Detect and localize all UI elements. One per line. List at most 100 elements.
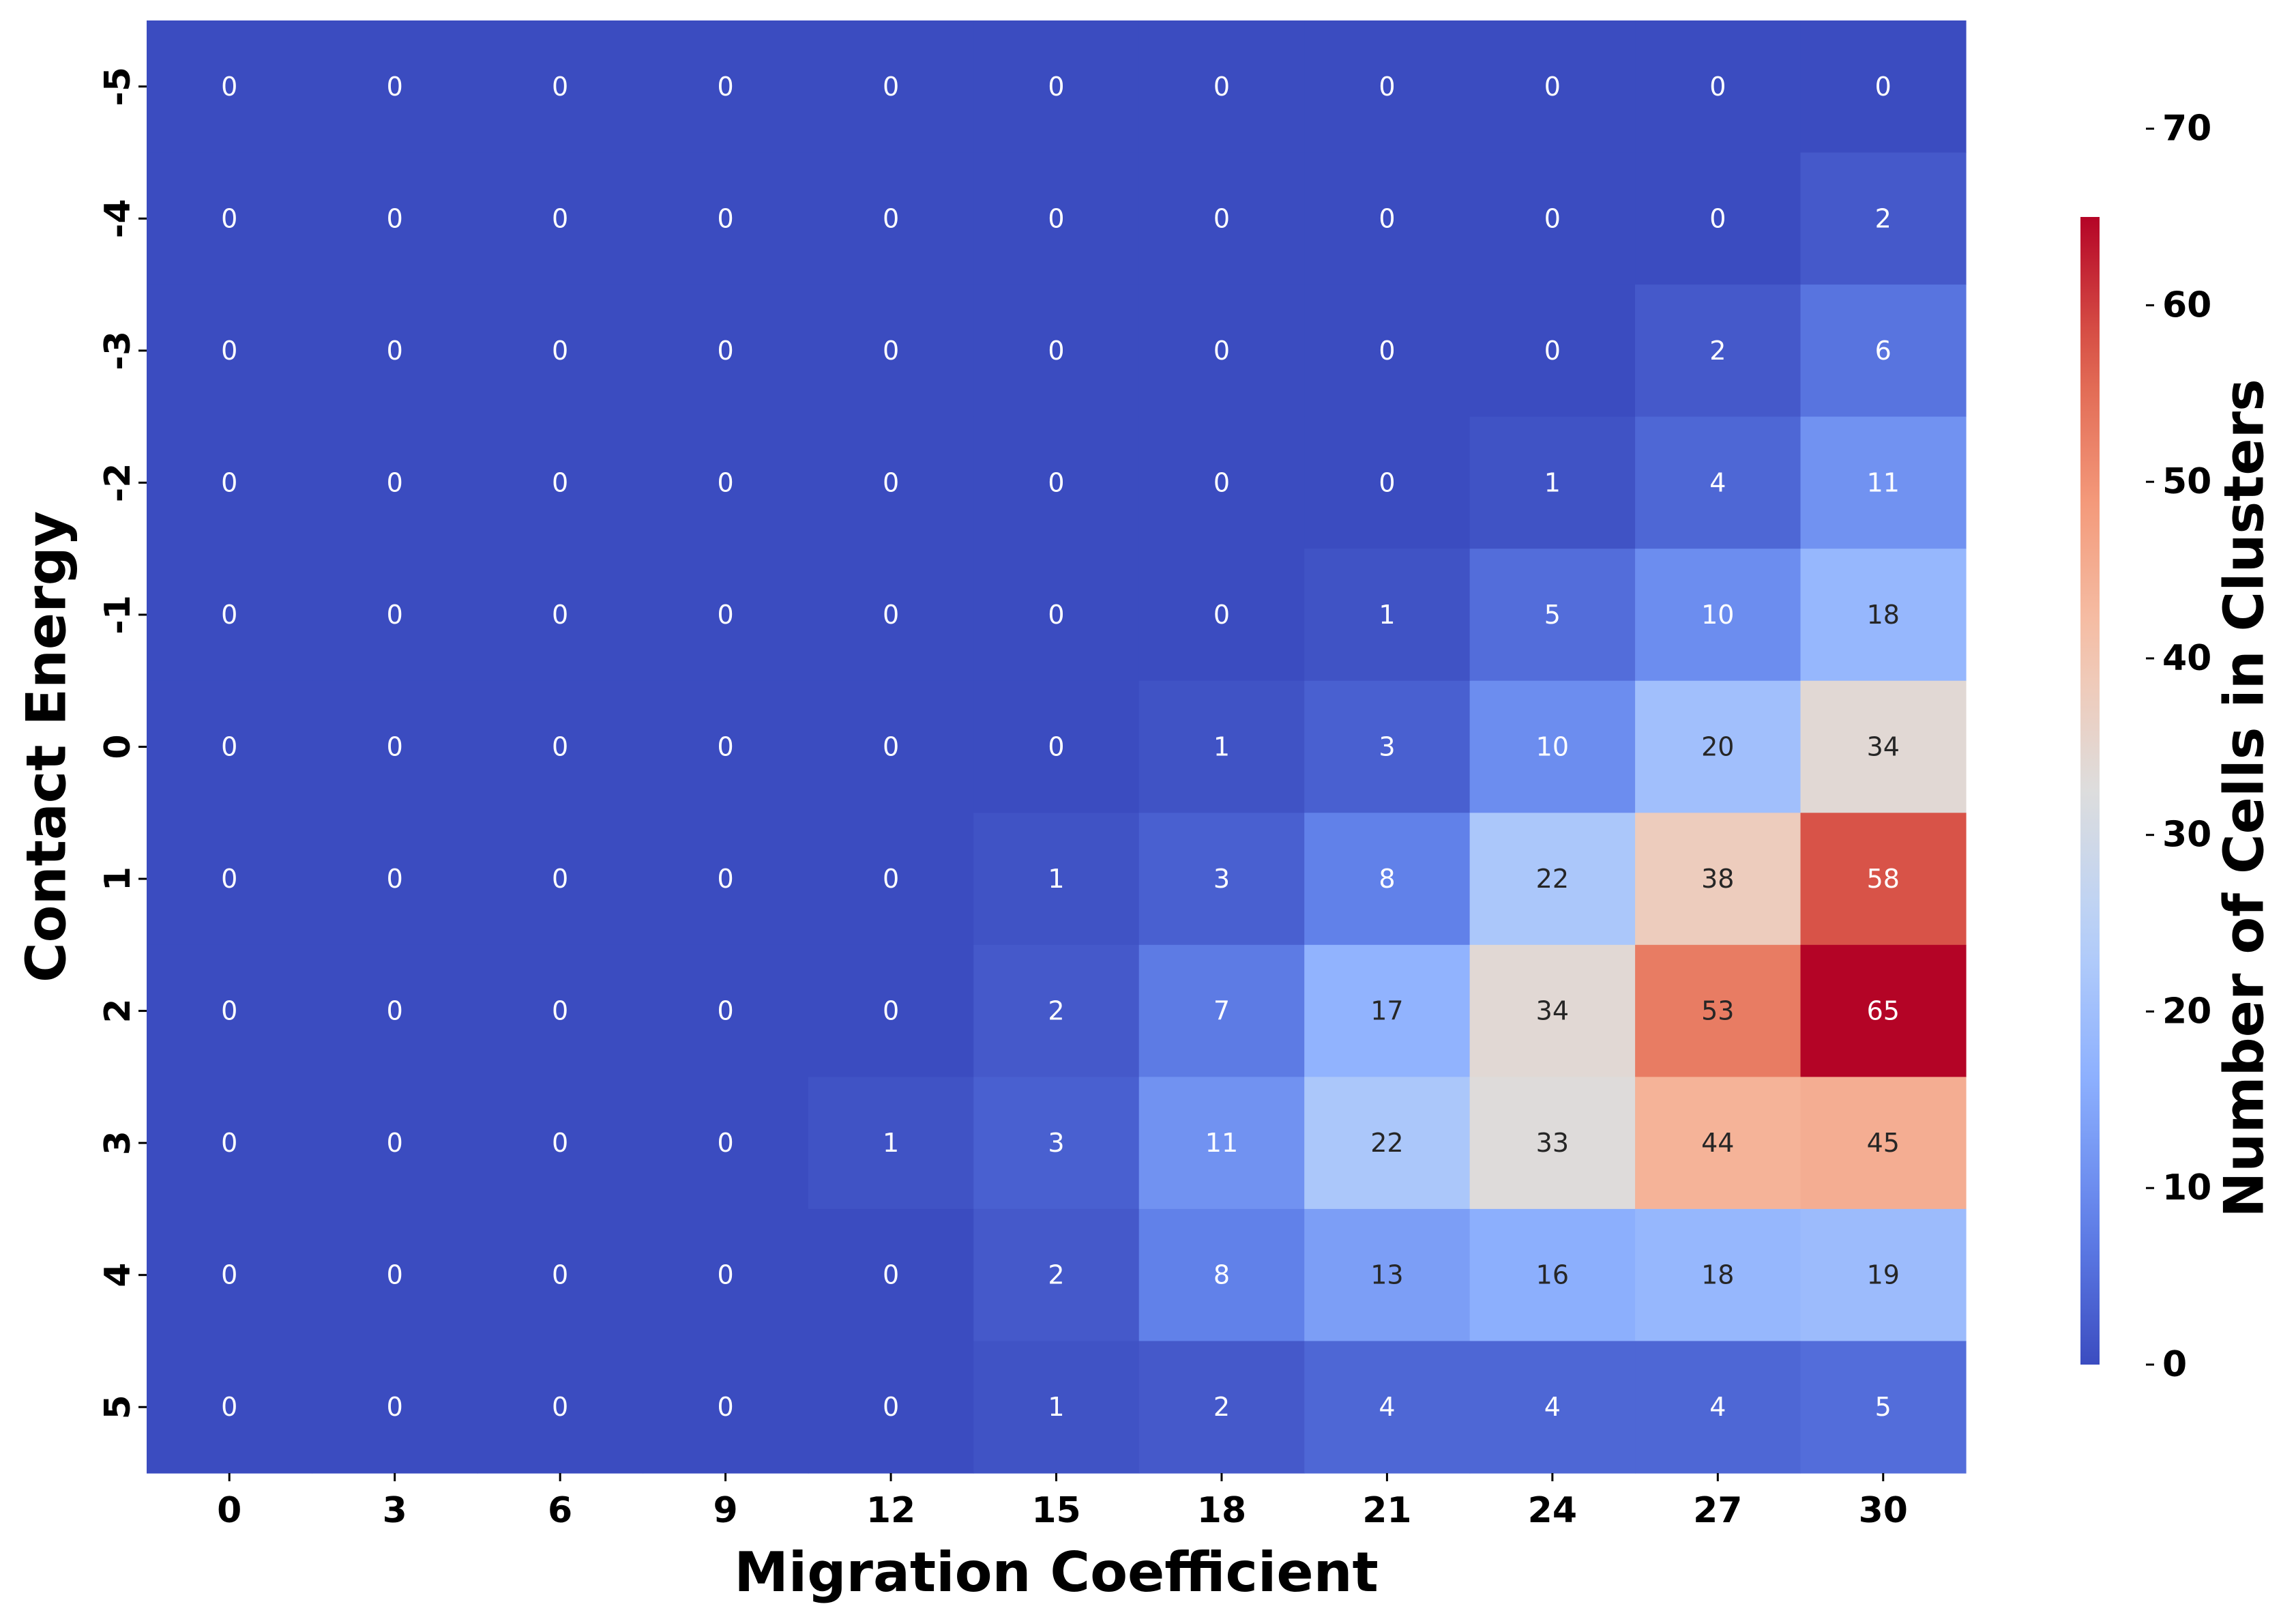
heatmap-cell-value: 0 (717, 336, 733, 366)
heatmap-cell-value: 0 (552, 732, 568, 762)
heatmap-cell-value: 0 (1048, 336, 1064, 366)
heatmap-cell (1635, 549, 1801, 682)
heatmap-cell-value: 0 (552, 600, 568, 630)
heatmap-cell-value: 2 (1709, 336, 1726, 366)
y-tick-label: 5 (98, 1395, 138, 1419)
heatmap-cell-value: 11 (1205, 1128, 1238, 1158)
heatmap-cell (1304, 813, 1471, 946)
colorbar-tick-label: 0 (2162, 1344, 2187, 1385)
heatmap-cell (808, 549, 974, 682)
heatmap-cell (808, 680, 974, 813)
heatmap-cell-value: 8 (1213, 1260, 1230, 1290)
heatmap-cell (477, 813, 643, 946)
heatmap-cell-value: 0 (883, 336, 899, 366)
x-tick-label: 12 (866, 1490, 915, 1531)
heatmap-cell-value: 2 (1048, 1260, 1064, 1290)
heatmap-cell-value: 4 (1709, 467, 1726, 497)
heatmap-cell-value: 10 (1701, 600, 1734, 630)
heatmap-cell (147, 285, 313, 418)
heatmap-cell (1635, 813, 1801, 946)
heatmap-cell-value: 1 (1379, 600, 1395, 630)
heatmap-cell (808, 1077, 974, 1210)
heatmap-cell (1800, 1208, 1967, 1342)
heatmap-cell (1800, 813, 1967, 946)
heatmap-cell (1138, 1208, 1305, 1342)
heatmap-cell (1469, 1208, 1636, 1342)
heatmap-cell (147, 1208, 313, 1342)
heatmap-cell-value: 0 (1213, 467, 1230, 497)
heatmap-cell (147, 152, 313, 285)
heatmap-cell-value: 0 (387, 1260, 403, 1290)
heatmap-cell-value: 0 (387, 336, 403, 366)
heatmap-cell (1635, 944, 1801, 1077)
heatmap-cell (1304, 285, 1471, 418)
heatmap-cell-value: 2 (1048, 996, 1064, 1026)
heatmap-cell (312, 1208, 478, 1342)
heatmap-cell (312, 680, 478, 813)
heatmap-cell (808, 285, 974, 418)
x-tick-label: 21 (1362, 1490, 1411, 1531)
heatmap-cell-value: 65 (1867, 996, 1900, 1026)
heatmap-cell-labels: 0 0 0 0 0 0 0 0 0 0 00 0 0 0 0 0 0 0 0 0 20 0 0 0 0 0 0 0 0 2 60 0 0 0 0 0 0… (221, 72, 1900, 1422)
heatmap-cell (1800, 416, 1967, 549)
heatmap-cell (312, 944, 478, 1077)
heatmap-cell (643, 416, 809, 549)
heatmap-cell (643, 680, 809, 813)
heatmap-cell (643, 944, 809, 1077)
heatmap-cell-value: 0 (1048, 732, 1064, 762)
heatmap-cell (1304, 416, 1471, 549)
y-tick-label: -3 (98, 331, 138, 370)
heatmap-cell-value: 4 (1379, 1392, 1395, 1422)
heatmap-cell (973, 813, 1140, 946)
heatmap-cell (973, 20, 1140, 154)
heatmap-cell-value: 0 (387, 864, 403, 894)
heatmap-cell (312, 285, 478, 418)
heatmap-cell (147, 549, 313, 682)
heatmap-cell (1800, 1077, 1967, 1210)
heatmap-cell (312, 20, 478, 154)
heatmap-cell (1635, 1077, 1801, 1210)
heatmap-cell (1138, 1341, 1305, 1474)
heatmap-cell (1800, 1341, 1967, 1474)
heatmap-cell (1304, 944, 1471, 1077)
heatmap-cell (477, 944, 643, 1077)
colorbar-tick-label: 20 (2162, 991, 2211, 1032)
heatmap-cell-value: 0 (552, 203, 568, 233)
heatmap-cell-value: 0 (1213, 203, 1230, 233)
heatmap-cell (973, 549, 1140, 682)
heatmap-cell (808, 813, 974, 946)
heatmap-cell (1635, 285, 1801, 418)
heatmap-cell (1469, 1341, 1636, 1474)
heatmap-cell-value: 0 (1213, 72, 1230, 102)
heatmap-cell-value: 0 (1379, 336, 1395, 366)
y-axis-ticks: -5 -4 -3 -2 -1 0 1 2 3 4 5 (98, 67, 147, 1419)
y-tick-label: -5 (98, 67, 138, 106)
heatmap-cell-value: 0 (1544, 72, 1561, 102)
heatmap-cell-value: 0 (1048, 467, 1064, 497)
heatmap-cell-value: 4 (1544, 1392, 1561, 1422)
y-tick-label: 2 (98, 998, 138, 1023)
x-axis-ticks: 0 3 6 9 12 15 18 21 24 27 30 (217, 1473, 1908, 1531)
heatmap-cell-value: 0 (221, 1392, 237, 1422)
heatmap-cell-value: 20 (1701, 732, 1734, 762)
heatmap-cell (1469, 416, 1636, 549)
heatmap-cell-value: 22 (1370, 1128, 1403, 1158)
heatmap-cell (973, 1341, 1140, 1474)
heatmap-cell (1304, 20, 1471, 154)
heatmap-cell (973, 1208, 1140, 1342)
heatmap-cell-value: 2 (1875, 203, 1892, 233)
heatmap-cell (312, 1341, 478, 1474)
heatmap-cell-value: 0 (552, 996, 568, 1026)
heatmap-cell-value: 0 (1379, 203, 1395, 233)
heatmap-cell (147, 944, 313, 1077)
heatmap-cell (147, 680, 313, 813)
heatmap-cell (643, 1077, 809, 1210)
x-tick-label: 27 (1693, 1490, 1742, 1531)
heatmap-cell-value: 0 (221, 467, 237, 497)
heatmap-cell-value: 0 (1544, 203, 1561, 233)
heatmap-cell-value: 0 (717, 600, 733, 630)
heatmap-cell-value: 0 (221, 1260, 237, 1290)
heatmap-cell-value: 0 (552, 1128, 568, 1158)
heatmap-cell-value: 0 (717, 1392, 733, 1422)
